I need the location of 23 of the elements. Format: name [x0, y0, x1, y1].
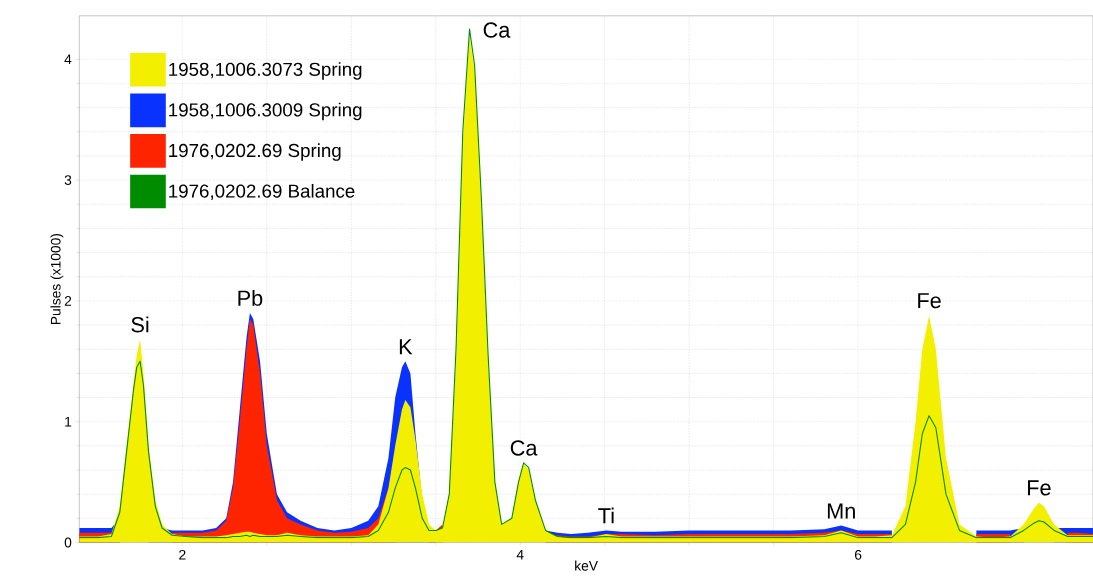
legend-label: 1976,0202.69 Balance — [169, 183, 355, 200]
annotation: Fe — [1028, 480, 1051, 496]
y-tick-label: 4 — [64, 54, 72, 65]
x-tick-label: 6 — [854, 549, 862, 560]
x-axis-title: keV — [575, 560, 598, 571]
annotation: Fe — [918, 293, 941, 309]
y-tick-label: 0 — [64, 537, 72, 548]
y-tick-label: 1 — [65, 416, 72, 427]
annotation: Pb — [238, 289, 263, 306]
annotation: Ca — [510, 440, 538, 456]
annotation: Si — [131, 316, 149, 333]
y-axis-title: Pulses (x1000) — [50, 233, 64, 325]
annotation: Ti — [598, 507, 614, 524]
x-tick-label: 2 — [179, 549, 186, 560]
x-tick-label: 4 — [516, 549, 524, 560]
legend-label: 1958,1006.3073 Spring — [169, 62, 362, 80]
annotation: K — [399, 339, 413, 355]
annotation: Mn — [827, 503, 855, 519]
y-tick-label: 3 — [64, 175, 72, 185]
legend-label: 1958,1006.3009 Spring — [169, 102, 362, 121]
y-tick-label: 2 — [64, 296, 72, 306]
annotation: Ca — [483, 22, 511, 38]
legend-label: 1976,0202.69 Spring — [169, 143, 341, 161]
